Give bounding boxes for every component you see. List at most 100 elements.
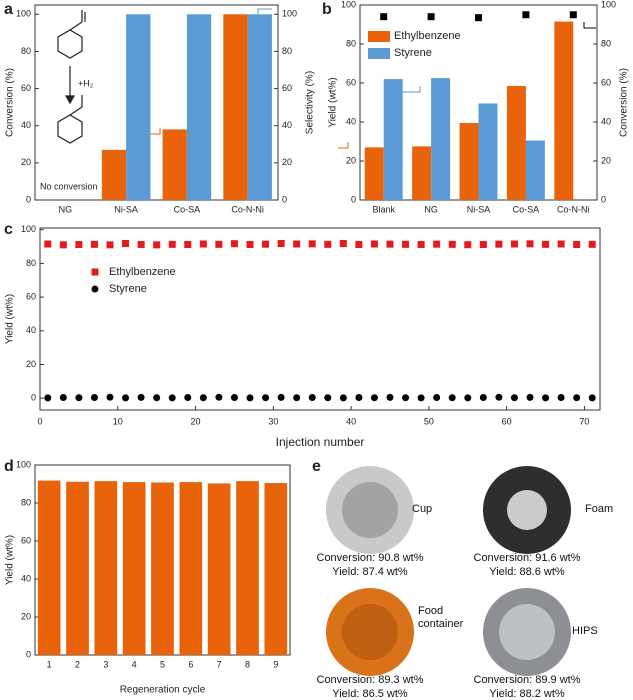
- y2-tick-label: 40: [282, 120, 292, 130]
- bar: [236, 481, 259, 655]
- y-tick-label: 100: [16, 9, 31, 19]
- y-tick-label: 100: [341, 0, 356, 9]
- point: [433, 394, 441, 402]
- y-tick-label: 20: [21, 611, 31, 621]
- y-tick-label: 20: [346, 155, 356, 165]
- y-tick-label: 40: [346, 116, 356, 126]
- x-tick-label: 4: [132, 659, 137, 669]
- point: [246, 241, 254, 249]
- point: [122, 394, 130, 402]
- legend-marker: [91, 285, 99, 293]
- sample-photo-detail: [499, 604, 555, 660]
- point: [293, 394, 301, 402]
- y-axis-label: Yield (wt%): [5, 535, 16, 585]
- bar: [223, 14, 248, 200]
- bar: [478, 103, 498, 200]
- y-tick-label: 40: [21, 573, 31, 583]
- y2-tick-label: 20: [601, 155, 611, 165]
- x-tick-label: 60: [502, 416, 512, 426]
- point: [59, 241, 67, 249]
- bar: [264, 483, 288, 655]
- panel-label: a: [4, 1, 13, 18]
- x-tick-label: Ni-SA: [114, 204, 138, 214]
- y-tick-label: 60: [21, 83, 31, 93]
- point: [355, 241, 363, 249]
- x-tick-label: 70: [579, 416, 589, 426]
- y-tick-label: 80: [346, 38, 356, 48]
- point: [464, 241, 472, 249]
- y2-tick-label: 100: [282, 9, 297, 19]
- bar: [122, 482, 146, 655]
- panel-label: b: [322, 1, 332, 18]
- y2-tick-label: 100: [601, 0, 616, 9]
- x-tick-label: Co-SA: [174, 204, 201, 214]
- sample-conversion: Conversion: 91.6 wt%: [473, 552, 581, 564]
- point: [386, 393, 394, 401]
- point: [475, 14, 482, 22]
- point: [526, 393, 534, 401]
- point: [380, 13, 388, 21]
- point: [262, 394, 270, 402]
- x-tick-label: 1: [47, 659, 52, 669]
- point: [59, 394, 67, 402]
- point: [153, 241, 161, 249]
- bar: [459, 122, 479, 200]
- point: [355, 394, 363, 402]
- point: [417, 394, 425, 402]
- x-axis-label: Injection number: [276, 435, 365, 449]
- bar: [247, 14, 272, 200]
- axis-arrows: [148, 8, 596, 149]
- x-tick-label: 6: [188, 659, 193, 669]
- y-tick-label: 60: [21, 535, 31, 545]
- point: [153, 394, 161, 402]
- bar: [162, 129, 187, 200]
- point: [75, 394, 83, 402]
- x-tick-label: 50: [424, 416, 434, 426]
- point: [417, 241, 425, 249]
- x-tick-label: 5: [160, 659, 165, 669]
- y2-tick-label: 80: [601, 38, 611, 48]
- x-tick-label: 3: [103, 659, 108, 669]
- x-tick-label: 8: [245, 659, 250, 669]
- point: [122, 240, 130, 248]
- y-axis-label: Yield (wt%): [328, 77, 339, 127]
- y2-tick-label: 60: [282, 83, 292, 93]
- bar: [151, 482, 174, 655]
- bar: [383, 79, 403, 200]
- point: [479, 241, 487, 249]
- x-tick-label: 0: [37, 416, 42, 426]
- sample-conversion: Conversion: 90.8 wt%: [316, 552, 424, 564]
- point: [75, 241, 83, 249]
- bar: [179, 482, 203, 655]
- legend-label: Ethylbenzene: [394, 30, 461, 42]
- point: [510, 240, 518, 248]
- y2-tick-label: 0: [282, 194, 287, 204]
- point: [573, 241, 581, 249]
- x-tick-label: Co-N-Ni: [557, 204, 590, 214]
- point: [427, 13, 435, 21]
- bar: [207, 483, 231, 655]
- sample-label: HIPS: [572, 625, 598, 637]
- point: [44, 394, 52, 402]
- sample-conversion: Conversion: 89.9 wt%: [473, 674, 581, 686]
- sample-yield: Yield: 88.2 wt%: [489, 688, 565, 700]
- point: [557, 394, 565, 402]
- point: [215, 393, 223, 401]
- point: [277, 393, 285, 401]
- point: [386, 240, 394, 248]
- point: [324, 394, 332, 402]
- legend-swatch: [368, 31, 390, 42]
- x-tick-label: NG: [59, 204, 73, 214]
- bar: [126, 14, 151, 200]
- y-tick-label: 40: [26, 325, 36, 335]
- y-tick-label: 0: [351, 194, 356, 204]
- sample-yield: Yield: 88.6 wt%: [489, 566, 565, 578]
- point: [495, 240, 503, 248]
- point: [106, 241, 114, 249]
- y2-tick-label: 80: [282, 46, 292, 56]
- point: [448, 394, 456, 402]
- point: [339, 394, 347, 402]
- y-tick-label: 80: [26, 258, 36, 268]
- bar: [94, 481, 118, 655]
- sample-label: Foam: [585, 503, 614, 515]
